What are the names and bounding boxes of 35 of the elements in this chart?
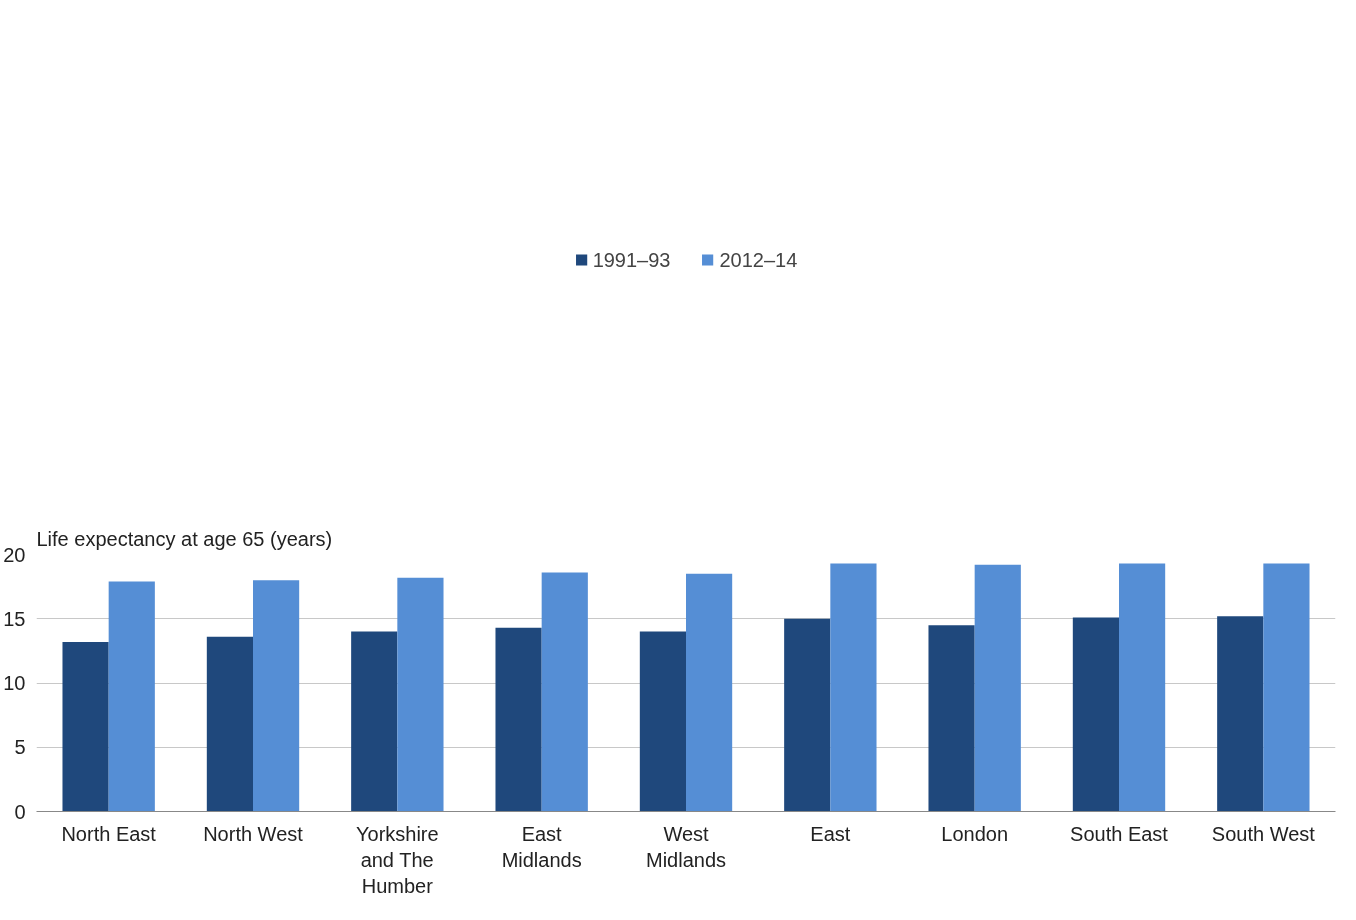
x-tick-label: North East bbox=[61, 822, 157, 845]
bar bbox=[1217, 616, 1264, 812]
bar bbox=[1263, 563, 1310, 812]
x-tick-label: Yorkshire and The Humber bbox=[356, 822, 439, 898]
y-tick-label: 15 bbox=[3, 607, 26, 630]
bar bbox=[830, 563, 877, 812]
y-tick-label: 20 bbox=[3, 543, 26, 566]
bar bbox=[62, 641, 109, 812]
y-tick-label: 0 bbox=[14, 800, 26, 823]
x-tick-label: West Midlands bbox=[645, 822, 727, 871]
legend-label: 2012–14 bbox=[719, 248, 798, 272]
y-tick-label: 5 bbox=[14, 736, 26, 759]
bar bbox=[1072, 617, 1119, 812]
bar bbox=[495, 627, 542, 812]
bar bbox=[639, 631, 686, 812]
y-tick-label: 10 bbox=[3, 672, 26, 694]
bar bbox=[928, 625, 975, 812]
bar bbox=[686, 573, 733, 812]
x-tick-label: East bbox=[810, 822, 851, 845]
bar bbox=[108, 581, 155, 812]
x-tick-label: South West bbox=[1211, 822, 1316, 845]
legend-label: 1991–93 bbox=[592, 248, 671, 272]
x-tick-label: London bbox=[941, 822, 1009, 845]
x-tick-label: North West bbox=[203, 822, 304, 845]
bar bbox=[253, 580, 300, 812]
x-tick-label: East Midlands bbox=[501, 822, 582, 871]
y-axis-title: Life expectancy at age 65 (years) bbox=[36, 527, 333, 550]
bar bbox=[351, 631, 398, 812]
bar bbox=[974, 564, 1021, 812]
bar bbox=[784, 618, 831, 812]
bar bbox=[397, 577, 444, 812]
bar bbox=[206, 636, 253, 812]
x-tick-label: South East bbox=[1070, 822, 1169, 845]
bar bbox=[541, 572, 588, 812]
bar bbox=[1119, 563, 1166, 812]
